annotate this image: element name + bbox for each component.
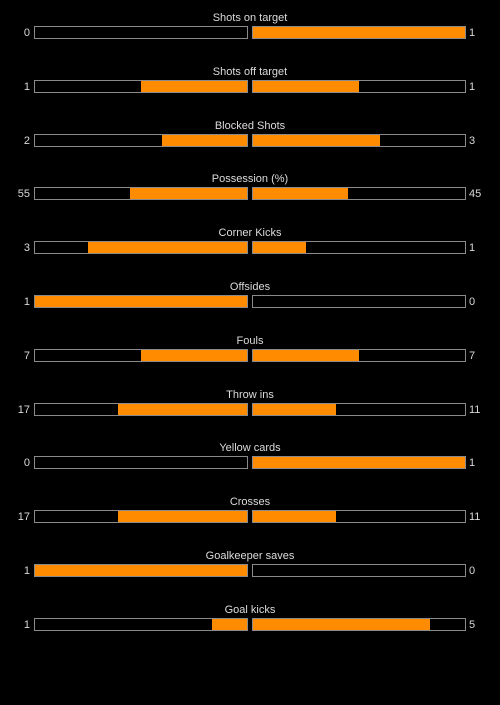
away-value: 1 <box>469 457 476 470</box>
home-value: 0 <box>23 457 30 470</box>
home-bar <box>34 564 248 577</box>
home-value: 55 <box>17 188 30 201</box>
home-value: 1 <box>23 565 30 577</box>
home-value: 17 <box>17 403 30 416</box>
stat-label: Goalkeeper saves <box>205 550 295 562</box>
stat-row: Shots on target 0 1 <box>0 12 500 52</box>
away-bar-fill <box>253 511 336 523</box>
away-bar-fill <box>253 188 348 200</box>
home-bar-fill <box>35 565 247 576</box>
home-value: 3 <box>23 242 30 255</box>
away-value: 0 <box>469 565 476 577</box>
away-bar-fill <box>253 80 359 92</box>
home-bar <box>34 617 248 631</box>
home-bar <box>34 456 248 470</box>
stat-label: Blocked Shots <box>214 119 286 132</box>
stat-label: Fouls <box>236 334 264 347</box>
stat-row: Corner Kicks 3 1 <box>0 227 500 267</box>
stat-row: Yellow cards 0 1 <box>0 442 500 482</box>
home-bar-fill <box>118 511 247 523</box>
away-bar <box>252 79 466 93</box>
home-bar-fill <box>88 242 247 254</box>
away-bar-fill <box>253 242 306 254</box>
stat-label: Shots on target <box>212 12 288 24</box>
home-bar-fill <box>35 296 247 307</box>
home-bar-fill <box>212 618 247 630</box>
stat-label: Crosses <box>229 496 271 509</box>
away-value: 1 <box>469 242 476 255</box>
away-bar-fill <box>253 349 359 361</box>
stat-label: Goal kicks <box>224 603 276 616</box>
away-bar <box>252 187 466 201</box>
home-bar-fill <box>162 134 247 146</box>
away-bar-fill <box>253 27 465 38</box>
away-bar <box>252 456 466 470</box>
stat-row: Goal kicks 1 5 <box>0 604 500 644</box>
away-value: 1 <box>469 80 476 93</box>
away-value: 45 <box>469 188 482 201</box>
home-bar <box>34 402 248 416</box>
away-bar <box>252 348 466 362</box>
stat-row: Goalkeeper saves 1 0 <box>0 550 500 590</box>
home-bar-fill <box>141 80 247 92</box>
away-bar <box>252 133 466 147</box>
stat-row: Throw ins 17 11 <box>0 389 500 429</box>
stat-row: Offsides 1 0 <box>0 281 500 321</box>
stat-row: Fouls 7 7 <box>0 335 500 375</box>
home-bar <box>34 510 248 524</box>
home-bar <box>34 295 248 308</box>
stat-label: Offsides <box>229 281 271 293</box>
away-bar <box>252 241 466 255</box>
away-bar <box>252 26 466 39</box>
home-value: 2 <box>23 134 30 147</box>
away-value: 5 <box>469 618 476 631</box>
home-bar <box>34 187 248 201</box>
home-value: 1 <box>23 296 30 308</box>
away-bar-fill <box>253 403 336 415</box>
home-value: 17 <box>17 511 30 524</box>
away-value: 11 <box>469 511 481 524</box>
home-bar <box>34 133 248 147</box>
away-bar-fill <box>253 134 380 146</box>
away-bar <box>252 564 466 577</box>
home-bar <box>34 26 248 39</box>
home-value: 1 <box>23 618 30 631</box>
home-bar <box>34 79 248 93</box>
home-bar-fill <box>130 188 247 200</box>
away-value: 0 <box>469 296 476 308</box>
away-value: 7 <box>469 349 476 362</box>
away-bar-fill <box>253 618 430 630</box>
home-value: 0 <box>23 27 30 39</box>
stat-label: Yellow cards <box>219 442 281 455</box>
away-bar <box>252 295 466 308</box>
away-value: 3 <box>469 134 476 147</box>
away-bar <box>252 402 466 416</box>
home-bar-fill <box>141 349 247 361</box>
away-value: 11 <box>469 403 481 416</box>
home-bar-fill <box>118 403 247 415</box>
stat-row: Blocked Shots 2 3 <box>0 120 500 160</box>
stat-row: Shots off target 1 1 <box>0 66 500 106</box>
home-bar <box>34 348 248 362</box>
away-bar <box>252 617 466 631</box>
away-bar-fill <box>253 457 465 469</box>
stat-label: Shots off target <box>212 65 288 78</box>
home-bar <box>34 241 248 255</box>
stat-row: Possession (%) 55 45 <box>0 173 500 213</box>
away-value: 1 <box>469 27 476 39</box>
home-value: 7 <box>23 349 30 362</box>
stat-row: Crosses 17 11 <box>0 496 500 536</box>
home-value: 1 <box>23 80 30 93</box>
away-bar <box>252 510 466 524</box>
stat-label: Possession (%) <box>211 173 289 186</box>
stat-label: Corner Kicks <box>218 227 282 240</box>
stat-label: Throw ins <box>226 388 274 401</box>
